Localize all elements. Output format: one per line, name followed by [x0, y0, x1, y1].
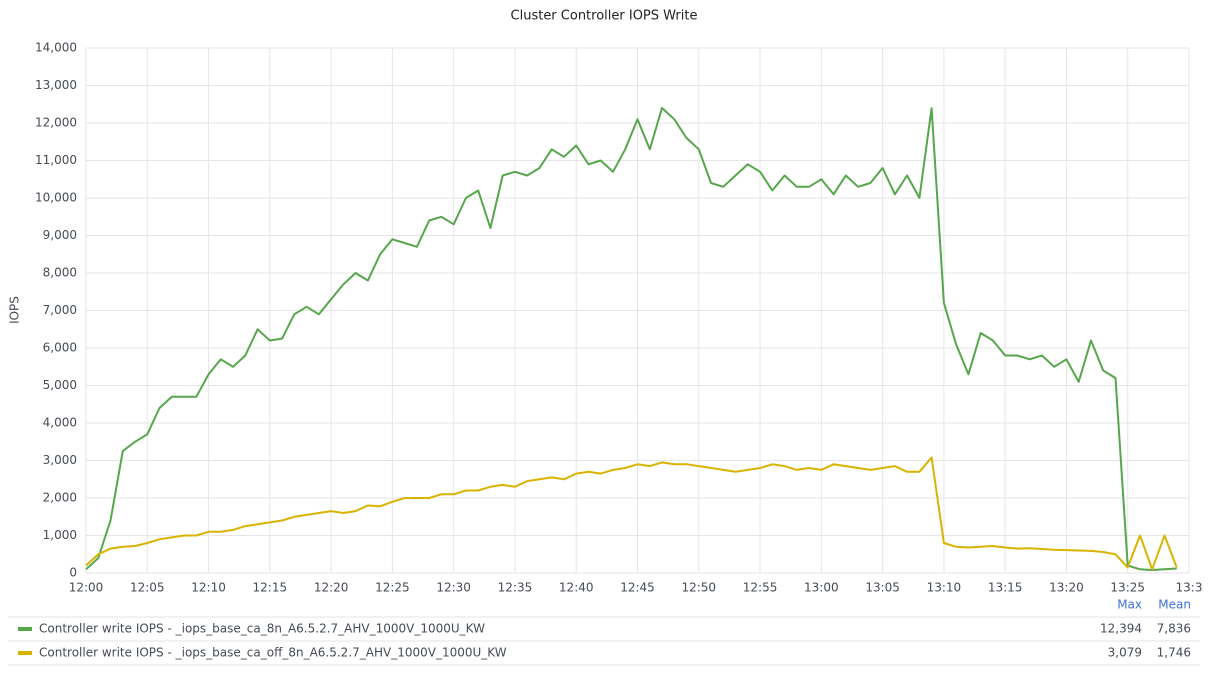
legend-swatch [18, 627, 32, 631]
series-line [85, 456, 1178, 571]
y-tick-label: 6,000 [43, 341, 77, 355]
chart-title: Cluster Controller IOPS Write [511, 9, 698, 24]
x-tick-label: 13:25 [1110, 581, 1145, 595]
y-tick-label: 13,000 [35, 78, 77, 92]
x-tick-label: 12:00 [69, 581, 104, 595]
x-tick-label: 12:10 [191, 581, 226, 595]
y-tick-label: 7,000 [43, 303, 77, 317]
legend-label: Controller write IOPS - _iops_base_ca_8n… [39, 622, 485, 636]
y-tick-label: 5,000 [43, 378, 77, 392]
y-tick-label: 8,000 [43, 266, 77, 280]
x-tick-label: 12:35 [498, 581, 533, 595]
y-tick-label: 2,000 [43, 491, 77, 505]
y-axis-label: IOPS [8, 296, 22, 324]
x-tick-label: 12:25 [375, 581, 410, 595]
y-tick-label: 12,000 [35, 116, 77, 130]
x-tick-label: 12:40 [559, 581, 594, 595]
legend-mean: 7,836 [1157, 622, 1191, 636]
legend-column-header: Max [1117, 598, 1142, 612]
legend-max: 3,079 [1108, 646, 1142, 660]
legend-label: Controller write IOPS - _iops_base_ca_of… [39, 646, 507, 660]
x-tick-label: 13:15 [988, 581, 1023, 595]
legend-column-header: Mean [1158, 598, 1191, 612]
x-tick-label: 12:20 [314, 581, 349, 595]
legend-swatch [18, 651, 32, 655]
series-line [85, 107, 1177, 571]
y-tick-label: 3,000 [43, 453, 77, 467]
x-tick-label: 12:30 [436, 581, 471, 595]
x-tick-label: 12:15 [253, 581, 288, 595]
y-tick-label: 0 [69, 566, 77, 580]
y-tick-label: 14,000 [35, 41, 77, 55]
x-tick-label: 12:45 [620, 581, 655, 595]
x-tick-label: 13:05 [865, 581, 900, 595]
x-tick-label: 13:10 [927, 581, 962, 595]
y-tick-label: 4,000 [43, 416, 77, 430]
y-tick-label: 9,000 [43, 228, 77, 242]
x-tick-label: 12:50 [681, 581, 716, 595]
y-tick-label: 1,000 [43, 528, 77, 542]
legend-mean: 1,746 [1157, 646, 1191, 660]
x-tick-label: 13:3 [1176, 581, 1203, 595]
x-tick-label: 13:20 [1049, 581, 1084, 595]
x-tick-label: 12:05 [130, 581, 165, 595]
legend-max: 12,394 [1100, 622, 1142, 636]
x-tick-label: 12:55 [743, 581, 778, 595]
y-tick-label: 11,000 [35, 153, 77, 167]
y-tick-label: 10,000 [35, 191, 77, 205]
x-tick-label: 13:00 [804, 581, 839, 595]
